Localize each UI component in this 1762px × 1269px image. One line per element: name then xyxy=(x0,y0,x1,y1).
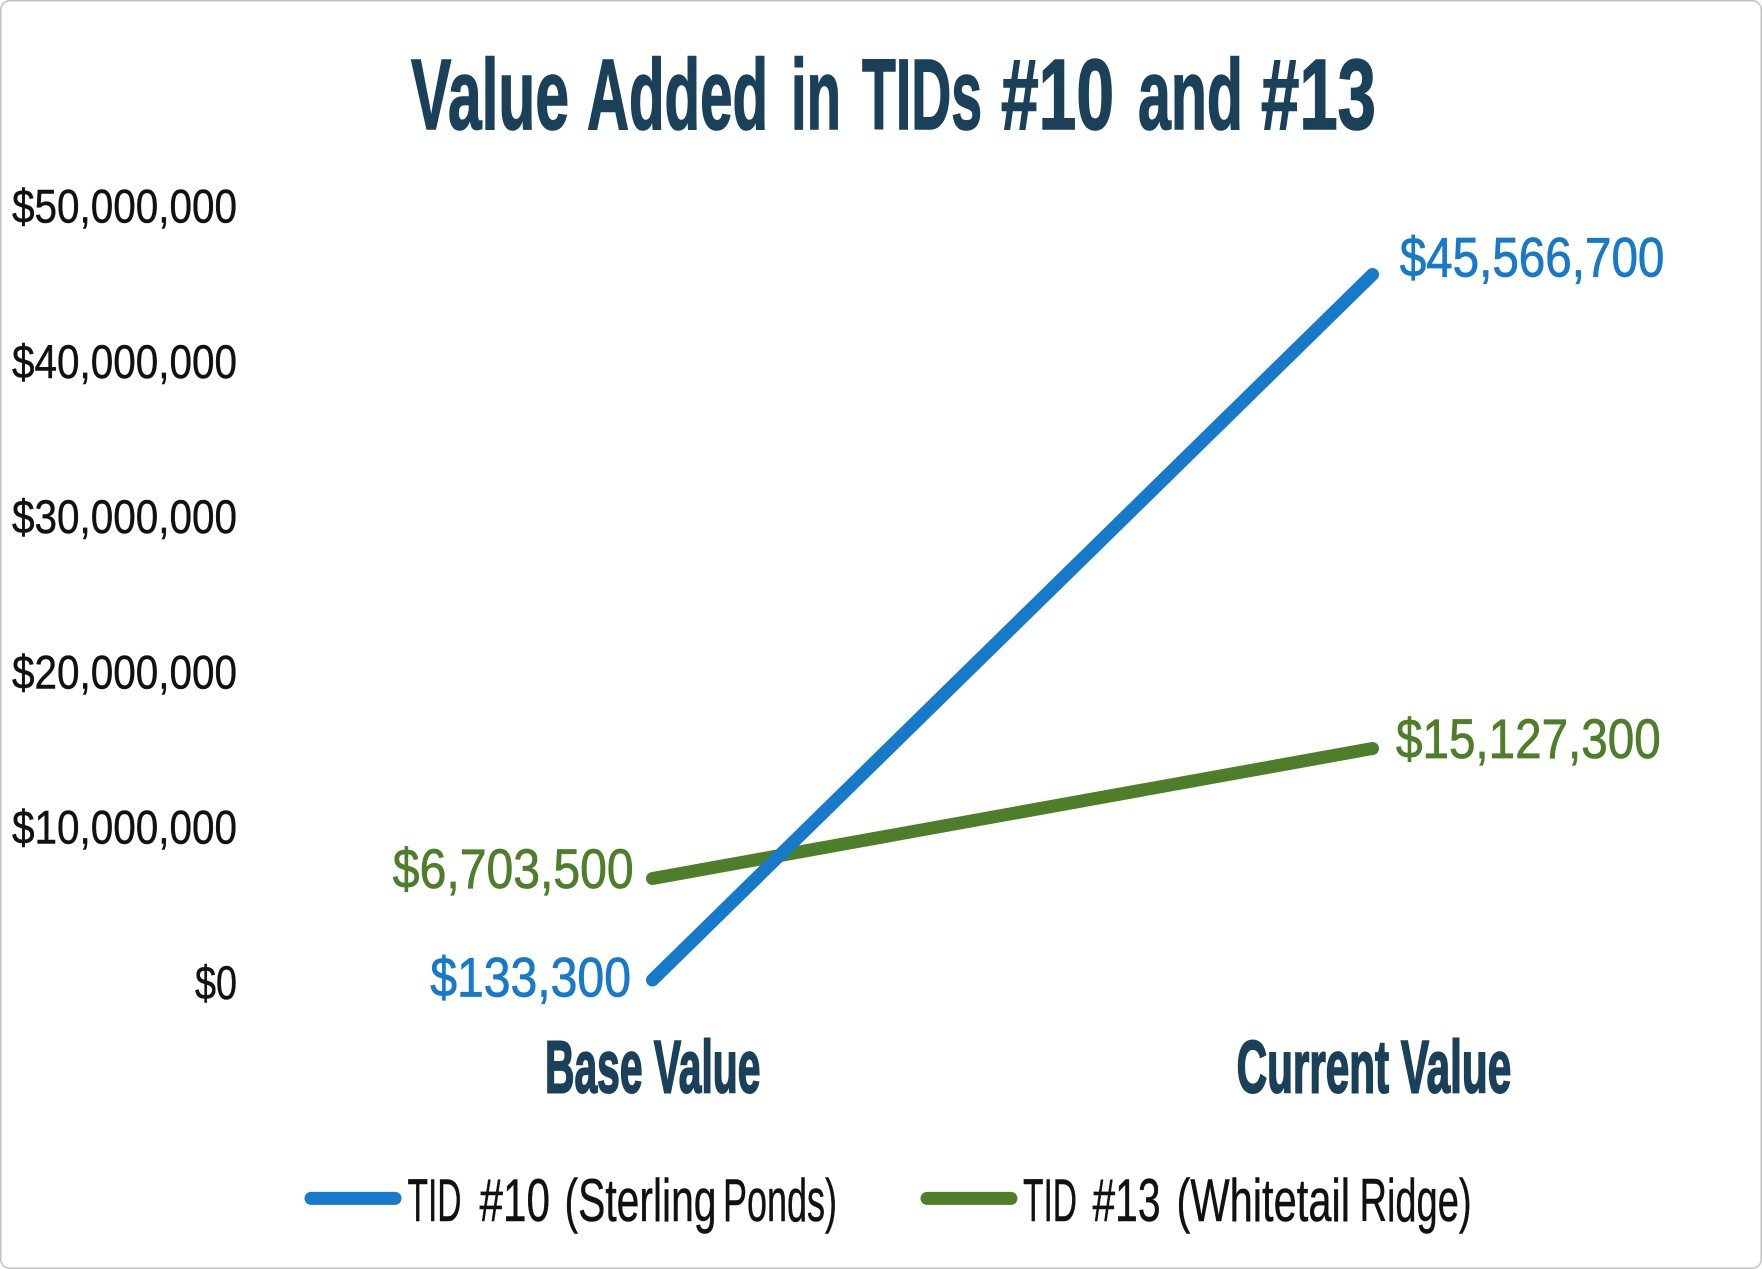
svg-text:$40,000,000: $40,000,000 xyxy=(12,335,237,388)
svg-text:$30,000,000: $30,000,000 xyxy=(12,490,237,543)
svg-text:Current Value: Current Value xyxy=(1237,1025,1512,1108)
svg-text:$10,000,000: $10,000,000 xyxy=(12,801,237,854)
svg-text:$20,000,000: $20,000,000 xyxy=(12,645,237,698)
svg-text:$45,566,700: $45,566,700 xyxy=(1400,226,1665,289)
svg-text:$0: $0 xyxy=(195,956,237,1009)
svg-text:$133,300: $133,300 xyxy=(430,946,631,1009)
svg-text:Base Value: Base Value xyxy=(545,1025,760,1108)
svg-text:$50,000,000: $50,000,000 xyxy=(12,180,237,233)
svg-text:$6,703,500: $6,703,500 xyxy=(393,837,634,900)
svg-text:$15,127,300: $15,127,300 xyxy=(1396,707,1661,770)
